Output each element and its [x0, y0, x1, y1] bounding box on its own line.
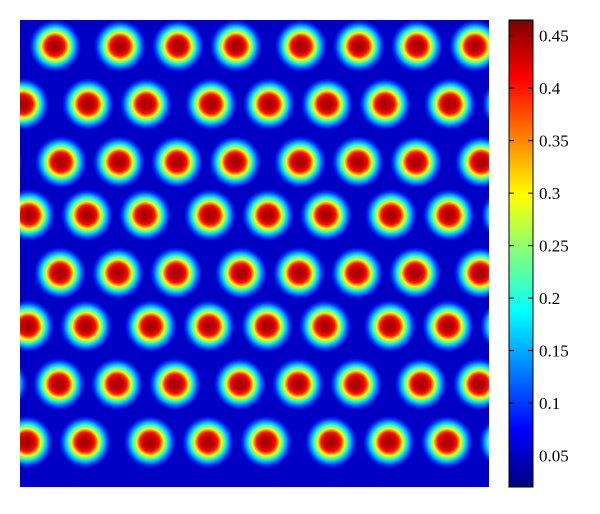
- heatmap-spot: [449, 20, 489, 72]
- colorbar-tick-label: 0.4: [539, 79, 561, 98]
- heatmap-spot: [390, 136, 442, 188]
- heatmap-spot: [125, 300, 177, 352]
- heatmap-spot: [209, 136, 261, 188]
- heatmap-spot: [34, 247, 86, 299]
- heatmap-spot: [35, 136, 87, 188]
- heatmap-spot: [391, 20, 443, 72]
- colorbar-tick-label: 0.15: [539, 342, 569, 361]
- heatmap-spot: [364, 300, 416, 352]
- heatmap-spot: [305, 416, 357, 468]
- colorbar-tick-label: 0.1: [539, 394, 560, 413]
- colorbar-tick-label: 0.35: [539, 132, 569, 151]
- heatmap-spot: [273, 247, 325, 299]
- heatmap-spot: [94, 20, 146, 72]
- colorbar: 0.05 0.1 0.15 0.2 0.25 0.3 0.35 0.4 0.45: [508, 19, 569, 488]
- heatmap-spot: [421, 416, 473, 468]
- heatmap-spot: [59, 416, 111, 468]
- heatmap-spot: [184, 189, 236, 241]
- colorbar-tick-label: 0.2: [539, 289, 560, 308]
- heatmap-spot: [62, 78, 114, 130]
- heatmap-spot: [300, 189, 352, 241]
- heatmap-spot: [20, 152, 22, 172]
- heatmap-spot: [29, 20, 81, 72]
- heatmap-spot: [365, 189, 417, 241]
- heatmap-spot: [20, 189, 55, 241]
- heatmap-spot: [20, 366, 27, 402]
- heatmap-spot: [332, 136, 384, 188]
- heatmap-spot: [242, 189, 294, 241]
- heatmap-spots: [0, 20, 489, 468]
- heatmap-spot: [422, 300, 474, 352]
- heatmap-spot: [301, 78, 353, 130]
- heatmap-spot: [275, 20, 327, 72]
- heatmap-spot: [151, 136, 203, 188]
- heatmap-spot: [215, 247, 267, 299]
- colorbar-tick-label: 0.05: [539, 447, 569, 466]
- heatmap-spot: [61, 189, 113, 241]
- heatmap-spot: [241, 300, 293, 352]
- heatmap-spot: [454, 247, 489, 299]
- heatmap-spot: [0, 20, 16, 72]
- heatmap-spot: [482, 86, 489, 122]
- heatmap-spot: [363, 416, 415, 468]
- heatmap-spot: [389, 247, 441, 299]
- heatmap-spot: [299, 300, 351, 352]
- heatmap-spot: [330, 358, 382, 410]
- heatmap-spot: [453, 358, 489, 410]
- heatmap-spot: [91, 358, 143, 410]
- heatmap-spot: [331, 247, 383, 299]
- heatmap-spot: [20, 78, 49, 130]
- heatmap-spot: [60, 300, 112, 352]
- heatmap-spot: [479, 421, 489, 463]
- heatmap-spot: [150, 247, 202, 299]
- heatmap-spot: [359, 78, 411, 130]
- heatmap-spot: [119, 189, 171, 241]
- heatmap-spot: [240, 416, 292, 468]
- heatmap-spot: [214, 358, 266, 410]
- colorbar-gradient: [508, 19, 534, 488]
- heatmap-spot: [455, 136, 489, 188]
- colorbar-tick-label: 0.3: [539, 184, 560, 203]
- heatmap-spot: [424, 78, 476, 130]
- heatmap-spot: [272, 358, 324, 410]
- heatmap-spot: [210, 20, 262, 72]
- heatmap-spot: [185, 78, 237, 130]
- heatmap-spot: [149, 358, 201, 410]
- heatmap-spot: [243, 78, 295, 130]
- heatmap-spot: [423, 189, 475, 241]
- colorbar-ticks: 0.05 0.1 0.15 0.2 0.25 0.3 0.35 0.4 0.45: [509, 27, 569, 466]
- heatmap-spot: [183, 300, 235, 352]
- colorbar-tick-label: 0.25: [539, 237, 569, 256]
- heatmap-spot: [93, 136, 145, 188]
- heatmap-spot: [20, 265, 21, 281]
- heatmap-spot: [120, 78, 172, 130]
- heatmap-spot: [152, 20, 204, 72]
- heatmap-spot: [20, 416, 53, 468]
- heatmap-spot: [182, 416, 234, 468]
- heatmap-spot: [274, 136, 326, 188]
- heatmap-spot: [481, 196, 489, 234]
- heatmap-spot: [124, 416, 176, 468]
- heatmap-spot: [20, 300, 54, 352]
- heatmap-spot: [33, 358, 85, 410]
- heatmap-spot: [480, 306, 489, 346]
- heatmap-spot: [395, 358, 447, 410]
- colorbar-tick-label: 0.45: [539, 27, 569, 46]
- heatmap-spot: [333, 20, 385, 72]
- heatmap-spot: [92, 247, 144, 299]
- heatmap-plot-area: [0, 20, 489, 487]
